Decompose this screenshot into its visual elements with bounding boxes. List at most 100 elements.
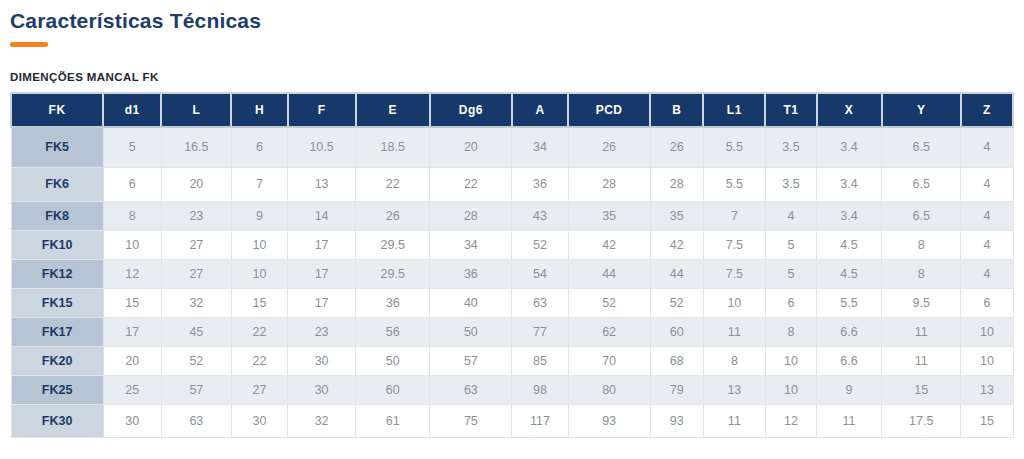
table-cell: 117 [512, 404, 568, 437]
table-cell: 15 [103, 288, 161, 317]
table-row-fk5: FK5516.5610.518.5203426265.53.53.46.54 [11, 127, 1013, 167]
column-header-l: L [161, 93, 231, 127]
table-header: FKd1LHFEDg6APCDBL1T1XYZ [11, 93, 1013, 127]
table-cell: 8 [703, 346, 765, 375]
table-cell: 10 [703, 288, 765, 317]
table-cell: 4 [961, 127, 1013, 167]
table-row-fk17: FK171745222356507762601186.61110 [11, 317, 1013, 346]
table-cell: 30 [231, 404, 287, 437]
column-header-l1: L1 [703, 93, 765, 127]
column-header-b: B [650, 93, 703, 127]
table-cell: 5 [765, 230, 816, 259]
column-header-e: E [356, 93, 430, 127]
table-cell: 7.5 [703, 230, 765, 259]
table-cell: 22 [356, 167, 430, 201]
table-cell: 44 [650, 259, 703, 288]
table-cell: 17.5 [882, 404, 961, 437]
table-cell: 5.5 [817, 288, 882, 317]
column-header-dg6: Dg6 [430, 93, 512, 127]
table-cell: 52 [650, 288, 703, 317]
column-header-h: H [231, 93, 287, 127]
table-cell: 50 [430, 317, 512, 346]
table-cell: 79 [650, 375, 703, 404]
table-cell: 13 [703, 375, 765, 404]
table-cell: 93 [650, 404, 703, 437]
table-cell: 13 [288, 167, 356, 201]
table-cell: 30 [288, 346, 356, 375]
table-cell: 4 [961, 259, 1013, 288]
table-cell: 6.6 [817, 317, 882, 346]
table-cell: 35 [650, 201, 703, 230]
table-cell: 52 [568, 288, 650, 317]
table-cell: 43 [512, 201, 568, 230]
table-cell: 70 [568, 346, 650, 375]
table-cell: 5 [103, 127, 161, 167]
table-cell: 27 [231, 375, 287, 404]
table-cell: 26 [568, 127, 650, 167]
table-cell: 29.5 [356, 259, 430, 288]
table-cell: 11 [703, 317, 765, 346]
table-cell: 6 [765, 288, 816, 317]
table-cell: 75 [430, 404, 512, 437]
row-label: FK12 [11, 259, 103, 288]
table-cell: 10 [231, 259, 287, 288]
table-cell: 50 [356, 346, 430, 375]
table-cell: 60 [356, 375, 430, 404]
table-cell: 7 [703, 201, 765, 230]
table-cell: 28 [430, 201, 512, 230]
table-cell: 32 [288, 404, 356, 437]
table-row-fk30: FK30306330326175117939311121117.515 [11, 404, 1013, 437]
column-header-d1: d1 [103, 93, 161, 127]
table-cell: 56 [356, 317, 430, 346]
table-cell: 20 [103, 346, 161, 375]
table-cell: 4 [961, 230, 1013, 259]
table-cell: 16.5 [161, 127, 231, 167]
row-label: FK30 [11, 404, 103, 437]
table-cell: 22 [231, 346, 287, 375]
title-accent-bar [10, 42, 48, 47]
column-header-x: X [817, 93, 882, 127]
table-cell: 7 [231, 167, 287, 201]
table-row-fk8: FK88239142628433535743.46.54 [11, 201, 1013, 230]
table-cell: 3.5 [765, 127, 816, 167]
table-cell: 57 [161, 375, 231, 404]
row-label: FK15 [11, 288, 103, 317]
table-cell: 20 [161, 167, 231, 201]
table-row-fk12: FK121227101729.5365444447.554.584 [11, 259, 1013, 288]
table-cell: 57 [430, 346, 512, 375]
section-label: DIMENÇÕES MANCAL FK [10, 71, 1014, 83]
table-cell: 45 [161, 317, 231, 346]
table-row-fk15: FK151532151736406352521065.59.56 [11, 288, 1013, 317]
column-header-y: Y [882, 93, 961, 127]
table-cell: 10 [765, 346, 816, 375]
header-row: FKd1LHFEDg6APCDBL1T1XYZ [11, 93, 1013, 127]
table-cell: 15 [231, 288, 287, 317]
row-label: FK6 [11, 167, 103, 201]
table-cell: 10 [103, 230, 161, 259]
table-cell: 98 [512, 375, 568, 404]
table-cell: 7.5 [703, 259, 765, 288]
table-row-fk10: FK101027101729.5345242427.554.584 [11, 230, 1013, 259]
table-cell: 6 [231, 127, 287, 167]
table-cell: 36 [430, 259, 512, 288]
table-cell: 40 [430, 288, 512, 317]
table-cell: 77 [512, 317, 568, 346]
table-cell: 68 [650, 346, 703, 375]
column-header-t1: T1 [765, 93, 816, 127]
page: Características Técnicas DIMENÇÕES MANCA… [0, 0, 1024, 438]
table-cell: 17 [288, 259, 356, 288]
table-cell: 42 [568, 230, 650, 259]
table-row-fk25: FK25255727306063988079131091513 [11, 375, 1013, 404]
table-cell: 5 [765, 259, 816, 288]
table-cell: 26 [650, 127, 703, 167]
table-cell: 20 [430, 127, 512, 167]
table-cell: 9 [817, 375, 882, 404]
table-cell: 52 [512, 230, 568, 259]
table-cell: 29.5 [356, 230, 430, 259]
table-cell: 63 [430, 375, 512, 404]
row-label: FK17 [11, 317, 103, 346]
table-cell: 26 [356, 201, 430, 230]
row-label: FK8 [11, 201, 103, 230]
table-cell: 12 [765, 404, 816, 437]
table-cell: 60 [650, 317, 703, 346]
